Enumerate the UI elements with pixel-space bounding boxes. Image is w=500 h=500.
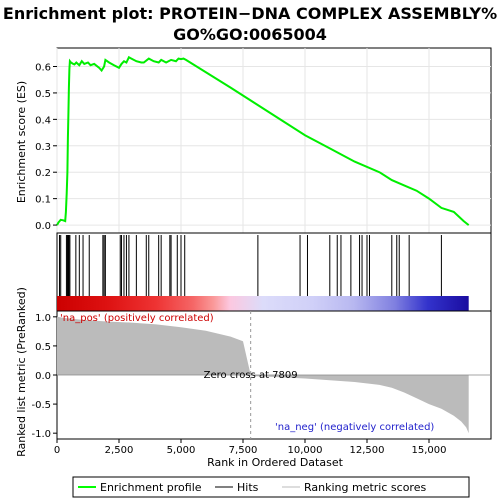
legend: Enrichment profile Hits Ranking metric sco… — [72, 476, 470, 498]
metric-ytick-label: 0.0 — [35, 371, 51, 382]
chart-title-line-1: Enrichment plot: PROTEIN−DNA COMPLEX ASS… — [3, 4, 497, 23]
x-tick-label: 12,500 — [350, 445, 385, 456]
chart-title-line-2: GO%GO:0065004 — [173, 25, 327, 44]
es-ytick-label: 0.0 — [35, 221, 51, 232]
x-axis-label: Rank in Ordered Dataset — [207, 456, 344, 469]
positive-correlation-label: 'na_pos' (positively correlated) — [60, 313, 214, 324]
es-ytick-label: 0.6 — [35, 63, 51, 74]
legend-label: Enrichment profile — [100, 481, 202, 494]
es-panel: 0.0 0.1 0.2 0.3 0.4 0.5 0.6 Enrichment score (… — [15, 47, 492, 234]
es-ytick-label: 0.2 — [35, 168, 51, 179]
x-tick-label: 2,500 — [105, 445, 134, 456]
legend-label: Ranking metric scores — [304, 481, 426, 494]
es-ylabel: Enrichment score (ES) — [15, 81, 28, 203]
rank-gradient-bar — [57, 296, 469, 311]
x-tick-label: 0 — [54, 445, 60, 456]
hits-panel — [56, 232, 492, 312]
zero-cross-label: Zero cross at 7809 — [204, 370, 298, 381]
negative-correlation-label: 'na_neg' (negatively correlated) — [275, 422, 434, 433]
metric-ytick-label: 1.0 — [35, 313, 51, 324]
metric-panel: Zero cross at 7809 'na_pos' (positively … — [15, 287, 492, 457]
x-tick-label: 7,500 — [229, 445, 258, 456]
x-tick-label: 15,000 — [412, 445, 447, 456]
es-ytick-label: 0.4 — [35, 115, 51, 126]
metric-ytick-label: -0.5 — [31, 400, 51, 411]
es-ytick-label: 0.1 — [35, 195, 51, 206]
metric-ytick-label: -1.0 — [31, 429, 51, 440]
metric-ylabel: Ranked list metric (PreRanked) — [15, 287, 28, 457]
es-ytick-label: 0.5 — [35, 89, 51, 100]
metric-ytick-label: 0.5 — [35, 342, 51, 353]
legend-label: Hits — [237, 481, 259, 494]
es-ytick-label: 0.3 — [35, 142, 51, 153]
enrichment-profile-line — [56, 55, 470, 226]
x-tick-label: 10,000 — [288, 445, 323, 456]
x-tick-label: 5,000 — [167, 445, 196, 456]
